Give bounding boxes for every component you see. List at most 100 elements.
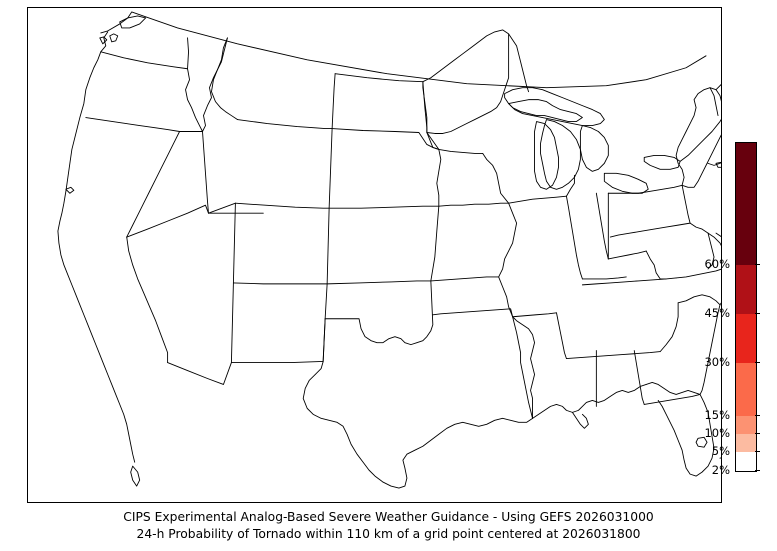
- baja-tip: [130, 465, 141, 487]
- colorbar-tick-15: [755, 415, 760, 416]
- colorbar-band-45: [736, 265, 756, 314]
- lake-superior: [504, 87, 605, 126]
- colorbar-band-10: [736, 416, 756, 434]
- mo-e-line: [498, 202, 518, 278]
- tn-ms-al-ga: [565, 351, 661, 360]
- chesapeake: [707, 232, 715, 270]
- wy-e-line: [328, 128, 333, 209]
- vancouver-is: [119, 15, 147, 29]
- michigan-up: [508, 99, 583, 122]
- ut-co-e: [232, 202, 236, 284]
- az-nm-line: [230, 282, 234, 364]
- ia-mo-line: [438, 202, 510, 207]
- colorbar-tick-10: [755, 433, 760, 434]
- ne-e-line: [436, 148, 442, 207]
- ar-la-line: [512, 312, 557, 318]
- al-ga-line: [633, 350, 645, 405]
- colorbar-label-30: 30%: [704, 355, 730, 369]
- il-in-line: [565, 195, 583, 280]
- colorbar-tick-5: [755, 451, 760, 452]
- colorbar-label-5: 5%: [711, 444, 730, 458]
- il-ky-line: [581, 276, 627, 280]
- ny-vt-nh-line: [709, 87, 719, 117]
- st-lawrence: [679, 119, 721, 162]
- wv-va-line: [645, 250, 667, 280]
- co-nm-line: [232, 282, 328, 285]
- colorbar-label-60: 60%: [704, 257, 730, 271]
- michigan-lp: [540, 119, 581, 190]
- colorbar-band-2: [736, 452, 756, 471]
- texas-outline: [302, 308, 533, 489]
- colorbar-tick-labels: 60% 45% 30% 15% 10% 5% 2%: [660, 142, 730, 477]
- nv-az-line: [126, 204, 209, 238]
- wa-id-line: [187, 37, 189, 70]
- nd-sd-line: [334, 73, 424, 83]
- ia-e-line: [482, 152, 510, 204]
- gulf-coast-ms-al-fl: [645, 382, 701, 395]
- colorbar-band-5: [736, 434, 756, 452]
- sd-e-line: [426, 132, 440, 150]
- ks-ok-line: [326, 280, 432, 285]
- long-island: [715, 161, 721, 168]
- id-border-e: [202, 37, 228, 132]
- lake-okeechobee: [695, 436, 708, 448]
- az-ca-sw: [126, 236, 169, 364]
- mn-border: [422, 29, 530, 93]
- ar-e-line: [498, 276, 514, 318]
- colorbar-label-45: 45%: [704, 306, 730, 320]
- pacific-coast: [57, 31, 136, 463]
- nv-ut-line: [202, 131, 209, 214]
- or-id-line: [179, 68, 203, 132]
- pa-border: [607, 184, 691, 238]
- probability-colorbar[interactable]: [735, 142, 757, 472]
- wi-ilwi-line: [508, 195, 567, 204]
- colorbar-label-10: 10%: [704, 426, 730, 440]
- va-nc-line: [675, 268, 721, 279]
- colorbar-band-30: [736, 314, 756, 363]
- sd-ne-line: [331, 128, 440, 150]
- ca-nv-line: [126, 131, 181, 238]
- mt-nd-line: [331, 73, 336, 129]
- oh-wv-line: [607, 250, 647, 260]
- colorbar-tick-2: [755, 470, 760, 471]
- atlantic-coast: [699, 302, 721, 395]
- colorbar-tick-60: [755, 264, 760, 265]
- la-coast: [532, 384, 647, 419]
- map-axes[interactable]: [27, 7, 722, 503]
- la-ms-line: [556, 312, 567, 360]
- az-mex: [167, 362, 232, 385]
- olympic-pen: [99, 36, 108, 45]
- ut-wy-line: [208, 202, 236, 214]
- sc-ga-line: [659, 302, 679, 353]
- mn-nd-line: [422, 81, 428, 133]
- la-delta: [571, 411, 589, 429]
- sf-bay: [65, 186, 75, 194]
- mo-ar-line: [430, 276, 500, 282]
- lake-ontario: [643, 154, 681, 170]
- caption-line-2: 24-h Probability of Tornado within 110 k…: [136, 527, 641, 541]
- wy-co-line: [234, 202, 330, 209]
- ok-tx-line: [324, 280, 434, 346]
- lake-erie: [603, 172, 649, 194]
- northern-border: [100, 11, 707, 89]
- mt-wy-line: [236, 119, 333, 129]
- co-e-line: [326, 207, 330, 285]
- ne-ks-line: [328, 205, 440, 209]
- ks-e-line: [430, 205, 440, 282]
- tx-la-line: [512, 316, 535, 419]
- mn-wi-line: [426, 33, 510, 134]
- colorbar-label-15: 15%: [704, 408, 730, 422]
- md-de-va: [689, 222, 721, 247]
- lake-michigan: [534, 121, 559, 190]
- colorbar-band-15: [736, 363, 756, 416]
- wi-il-e: [565, 174, 575, 197]
- mn-ia-line: [426, 132, 484, 154]
- nm-mex-line: [230, 361, 324, 364]
- figure-caption: CIPS Experimental Analog-Based Severe We…: [0, 509, 777, 543]
- colorbar-label-2: 2%: [711, 463, 730, 477]
- us-base-map: [57, 11, 721, 489]
- colorbar-tick-30: [755, 362, 760, 363]
- colorbar-tick-45: [755, 313, 760, 314]
- caption-line-1: CIPS Experimental Analog-Based Severe We…: [123, 510, 654, 524]
